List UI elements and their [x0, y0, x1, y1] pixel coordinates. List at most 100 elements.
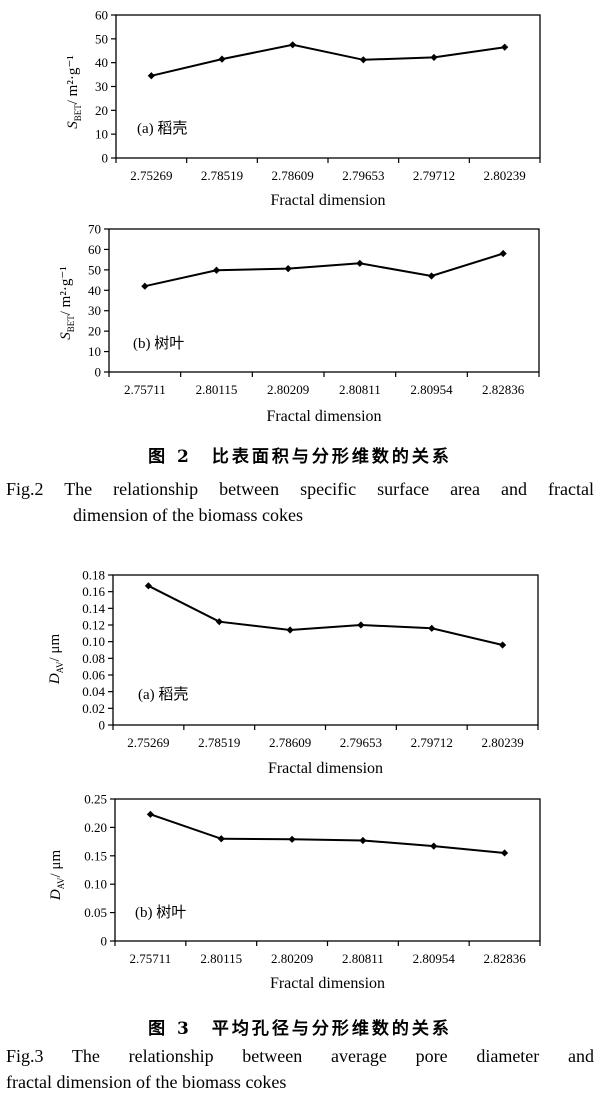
- x-tick-label: 2.79712: [413, 168, 455, 183]
- y-axis-symbol: S: [65, 121, 81, 129]
- x-tick-label: 2.80954: [413, 951, 456, 966]
- y-axis-subscript: AV: [55, 661, 65, 673]
- data-point-marker: [215, 618, 223, 626]
- y-tick-label: 40: [88, 283, 101, 298]
- y-tick-label: 0.15: [84, 848, 107, 863]
- series-line: [151, 43, 505, 77]
- y-axis-subscript: BET: [66, 315, 76, 333]
- y-tick-label: 0.05: [84, 905, 107, 920]
- fig2-caption-cn: 图 2 比表面积与分形维数的关系: [148, 447, 452, 467]
- y-axis-label: DAV/ μm: [48, 850, 66, 902]
- y-tick-label: 30: [95, 79, 108, 94]
- y-tick-label: 0.04: [82, 684, 105, 699]
- data-point-marker: [356, 259, 364, 267]
- y-tick-label: 0.06: [82, 668, 105, 683]
- y-tick-label: 0: [102, 151, 109, 166]
- data-point-marker: [147, 72, 155, 80]
- y-axis-subscript: BET: [73, 104, 83, 122]
- y-tick-label: 0: [99, 718, 106, 733]
- x-tick-label: 2.79653: [342, 168, 384, 183]
- data-point-marker: [430, 842, 438, 850]
- y-tick-label: 0.20: [84, 820, 107, 835]
- fig3-caption-en: Fig.3 The relationship between average p…: [0, 1043, 600, 1095]
- chart-fig3a: 0 0.02 0.040.06 0.08 0.100.12 0.14 0.160.18 2.7…: [47, 568, 539, 777]
- x-tick-label: 2.80954: [410, 382, 453, 397]
- y-tick-label: 60: [88, 242, 101, 257]
- x-axis-label: Fractal dimension: [270, 975, 385, 992]
- y-axis-symbol: D: [48, 889, 64, 901]
- x-tick-label: 2.80209: [271, 951, 313, 966]
- fig3-caption-en-line1: Fig.3 The relationship between average p…: [6, 1046, 594, 1066]
- chart-fig2b: 0 10 20 30 40 50 60 70 2.75711 2.80115 2.80209 2.80…: [58, 222, 540, 425]
- fig2-caption-en-line1: Fig.2 The relationship between specific …: [6, 479, 594, 499]
- y-tick-label: 0.25: [84, 792, 107, 807]
- y-axis-unit: / μm: [48, 850, 64, 878]
- x-tick-label: 2.80811: [339, 382, 381, 397]
- x-tick-label: 2.75711: [130, 951, 172, 966]
- data-point-marker: [144, 582, 153, 590]
- y-tick-label: 40: [95, 55, 108, 70]
- fig3-caption-cn: 图 3 平均孔径与分形维数的关系: [148, 1019, 452, 1039]
- data-point-marker: [498, 641, 507, 649]
- x-axis-label: Fractal dimension: [270, 192, 385, 209]
- y-tick-label: 10: [88, 344, 101, 359]
- x-tick-label: 2.80239: [481, 735, 523, 750]
- fig2-caption-en-line2: dimension of the biomass cokes: [73, 505, 303, 525]
- y-tick-label: 70: [88, 222, 101, 237]
- data-point-marker: [141, 282, 149, 290]
- data-point-marker: [501, 43, 509, 51]
- fig3-caption-en-line2: fractal dimension of the biomass cokes: [6, 1072, 287, 1092]
- y-tick-label: 0: [101, 934, 108, 949]
- y-axis-symbol: S: [58, 332, 74, 340]
- x-tick-label: 2.82836: [482, 382, 525, 397]
- x-axis-label: Fractal dimension: [266, 408, 381, 425]
- data-point-marker: [427, 272, 436, 280]
- panel-label: (b) 树叶: [133, 335, 184, 352]
- x-tick-label: 2.80115: [196, 382, 238, 397]
- x-tick-label: 2.75269: [130, 168, 172, 183]
- y-tick-label: 60: [95, 8, 108, 23]
- y-tick-label: 0.08: [82, 651, 105, 666]
- data-point-marker: [500, 849, 509, 857]
- x-tick-label: 2.80115: [200, 951, 242, 966]
- y-tick-label: 0.10: [84, 877, 107, 892]
- x-tick-label: 2.80811: [342, 951, 384, 966]
- y-axis-unit: / m²·g⁻¹: [65, 55, 81, 104]
- series-line: [144, 252, 504, 288]
- data-point-marker: [359, 836, 367, 845]
- data-point-marker: [499, 249, 507, 258]
- data-point-marker: [359, 56, 367, 64]
- y-tick-label: 0.14: [82, 601, 105, 616]
- y-tick-label: 20: [88, 324, 101, 339]
- data-point-marker: [430, 53, 438, 62]
- y-tick-label: 50: [95, 31, 108, 46]
- data-point-marker: [428, 624, 436, 632]
- series-line: [150, 813, 505, 854]
- chart-fig2a: 0 10 20 30 40 50 60 2.75269 2.78519 2.78609 2.7965…: [65, 8, 541, 209]
- x-tick-label: 2.80209: [267, 382, 309, 397]
- y-tick-label: 0.18: [82, 568, 105, 583]
- y-axis-label: SBET/ m²·g⁻¹: [58, 266, 76, 340]
- series-line: [147, 584, 503, 646]
- y-axis-subscript: AV: [56, 877, 66, 889]
- x-tick-label: 2.78519: [198, 735, 240, 750]
- x-tick-label: 2.78609: [272, 168, 314, 183]
- y-axis-unit: / μm: [47, 634, 63, 662]
- x-tick-label: 2.75269: [127, 735, 169, 750]
- y-axis-unit: / m²·g⁻¹: [58, 266, 74, 315]
- y-tick-label: 50: [88, 262, 101, 277]
- data-point-marker: [357, 621, 365, 629]
- data-point-marker: [146, 810, 155, 818]
- panel-label: (b) 树叶: [135, 904, 186, 921]
- x-axis-label: Fractal dimension: [268, 760, 383, 777]
- y-axis-symbol: D: [47, 673, 63, 685]
- chart-fig3b: 0 0.05 0.10 0.15 0.20 0.25 2.75711 2.80115 2.802…: [48, 792, 541, 992]
- y-tick-label: 20: [95, 103, 108, 118]
- panel-label: (a) 稻壳: [137, 120, 187, 137]
- x-tick-label: 2.78519: [201, 168, 243, 183]
- data-point-marker: [218, 55, 226, 63]
- data-point-marker: [284, 265, 292, 273]
- y-tick-label: 0: [95, 365, 102, 380]
- data-point-marker: [288, 835, 296, 843]
- y-tick-label: 0.16: [82, 584, 105, 599]
